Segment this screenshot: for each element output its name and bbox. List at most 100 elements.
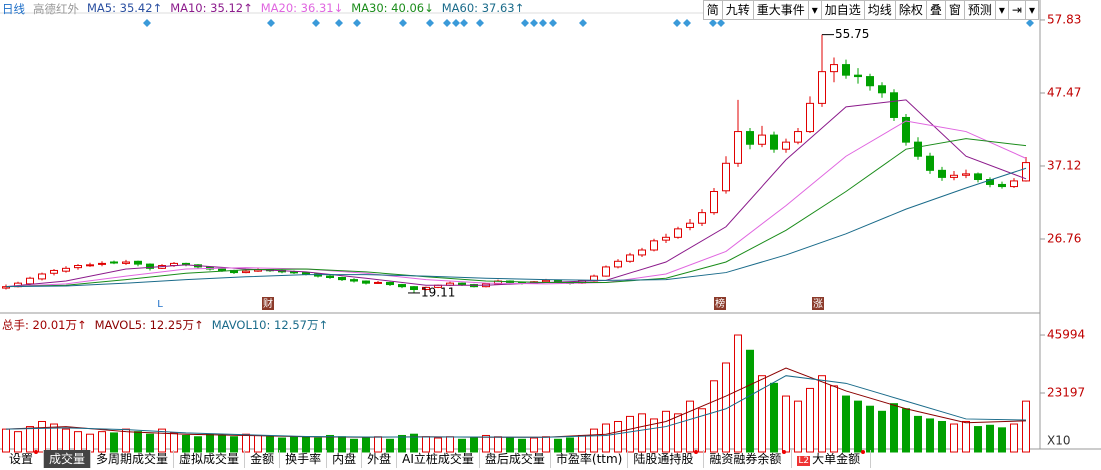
tab-label: 换手率 xyxy=(285,452,322,466)
tab[interactable]: L2 大单金额 xyxy=(792,450,872,468)
tab-label: 多周期成交量 xyxy=(96,452,169,466)
ma-line xyxy=(5,138,1027,288)
volume-bar xyxy=(974,426,982,453)
volume-bar xyxy=(770,382,778,453)
toolbar-button[interactable]: 简 xyxy=(702,0,723,20)
tab[interactable]: AI立桩成交量 xyxy=(397,450,480,468)
volume-bar xyxy=(962,420,970,453)
event-diamond xyxy=(143,19,151,27)
volume-bar xyxy=(518,438,526,453)
y-tick-label: 47.47 xyxy=(1047,86,1081,100)
candle-body xyxy=(614,260,622,268)
candle-body xyxy=(242,270,250,274)
volume-bar xyxy=(326,434,334,453)
toolbar-button[interactable]: 加自选 xyxy=(820,0,865,20)
volume-bar xyxy=(758,375,766,453)
candle-body xyxy=(746,131,754,145)
volume-bar xyxy=(14,431,22,453)
y-tick-label: 57.83 xyxy=(1047,12,1081,26)
toolbar-button[interactable]: 重大事件 xyxy=(752,0,809,20)
candle-body xyxy=(842,64,850,76)
volume-bar xyxy=(134,431,142,453)
candle-body xyxy=(1022,162,1030,182)
volume-bar xyxy=(458,438,466,453)
tab[interactable]: 融资融券余额 xyxy=(704,450,793,468)
event-marker: L xyxy=(157,299,163,310)
volume-bar xyxy=(314,437,322,453)
vol-label: MAVOL5: 12.25万↑ xyxy=(94,318,204,332)
volume-bar xyxy=(482,434,490,453)
toolbar-button[interactable]: ▾ xyxy=(1024,0,1039,20)
tab[interactable]: 外盘 xyxy=(362,450,398,468)
toolbar-button[interactable]: 窗 xyxy=(944,0,965,20)
tab-dot xyxy=(782,450,787,454)
toolbar-button[interactable]: 均线 xyxy=(863,0,896,20)
event-diamond xyxy=(673,19,681,27)
tab[interactable]: 金额 xyxy=(245,450,281,468)
volume-bar xyxy=(230,436,238,453)
event-marker: 财 xyxy=(263,297,273,310)
tab-label: 盘后成交量 xyxy=(484,452,545,466)
tab[interactable]: 内盘 xyxy=(327,450,363,468)
ma-label: MA10: 35.12↑ xyxy=(170,1,253,15)
candle-body xyxy=(806,102,814,133)
tab[interactable]: 成交量 xyxy=(44,450,92,468)
toolbar-button[interactable]: 九转 xyxy=(721,0,754,20)
toolbar-button[interactable]: 除权 xyxy=(894,0,927,20)
event-diamond xyxy=(443,19,451,27)
candle-body xyxy=(302,272,310,275)
volume-bar xyxy=(530,437,538,453)
candle-body xyxy=(854,74,862,78)
volume-bar xyxy=(386,438,394,453)
volume-bar xyxy=(602,423,610,453)
candle-body xyxy=(218,268,226,271)
event-diamond xyxy=(709,19,717,27)
tab[interactable]: 陆股通持股 xyxy=(628,450,705,468)
tabs: 设置 成交量 多周期成交量 虚拟成交量 金额 换手率 内盘 外盘 AI立桩成交量 盘后成交量 市盈率… xyxy=(4,450,872,468)
tab[interactable]: 设置 xyxy=(4,450,45,468)
volume-bar xyxy=(266,436,274,453)
toolbar-button[interactable]: ▾ xyxy=(807,0,822,20)
candle-body xyxy=(290,271,298,274)
candle-body xyxy=(74,265,82,269)
event-diamond xyxy=(476,19,484,27)
tab[interactable]: 虚拟成交量 xyxy=(174,450,246,468)
ma-label: MA60: 37.63↑ xyxy=(441,1,525,15)
candle-body xyxy=(830,64,838,73)
volume-bar xyxy=(878,410,886,453)
candle-body xyxy=(662,236,670,241)
volume-bar xyxy=(926,418,934,453)
candle-body xyxy=(770,134,778,150)
tab-label: AI立桩成交量 xyxy=(402,452,474,466)
candle-body xyxy=(998,183,1006,188)
candle-body xyxy=(794,131,802,143)
volume-bar xyxy=(914,415,922,453)
toolbar-button[interactable]: ▾ xyxy=(994,0,1009,20)
high-label: 55.75 xyxy=(835,27,869,41)
event-diamond xyxy=(353,19,361,27)
tab-label: 陆股通持股 xyxy=(633,452,694,466)
volume-bar xyxy=(902,408,910,453)
ma-label: MA30: 40.06↓ xyxy=(351,1,434,15)
tab[interactable]: 市盈率(ttm) xyxy=(551,450,629,468)
tab-label: 成交量 xyxy=(49,452,86,466)
candle-body xyxy=(950,174,958,178)
tab[interactable]: 多周期成交量 xyxy=(91,450,175,468)
volume-bar xyxy=(1022,400,1030,453)
event-box xyxy=(714,297,726,310)
toolbar-button[interactable]: 预测 xyxy=(963,0,996,20)
toolbar-button[interactable]: ⇥ xyxy=(1007,0,1026,20)
volume-bar xyxy=(122,428,130,453)
volume-bar xyxy=(434,437,442,453)
tab[interactable]: 换手率 xyxy=(280,450,328,468)
candle-body xyxy=(146,263,154,269)
tab[interactable]: 盘后成交量 xyxy=(480,450,551,468)
tab-label: 外盘 xyxy=(367,452,392,466)
volume-bar xyxy=(854,400,862,453)
candle-body xyxy=(782,141,790,150)
low-label: 19.11 xyxy=(421,285,455,299)
toolbar-button[interactable]: 叠 xyxy=(925,0,946,20)
mavol-line xyxy=(5,375,1027,438)
tab-label: 融资融券余额 xyxy=(709,452,782,466)
tab-label: 大单金额 xyxy=(812,452,861,466)
